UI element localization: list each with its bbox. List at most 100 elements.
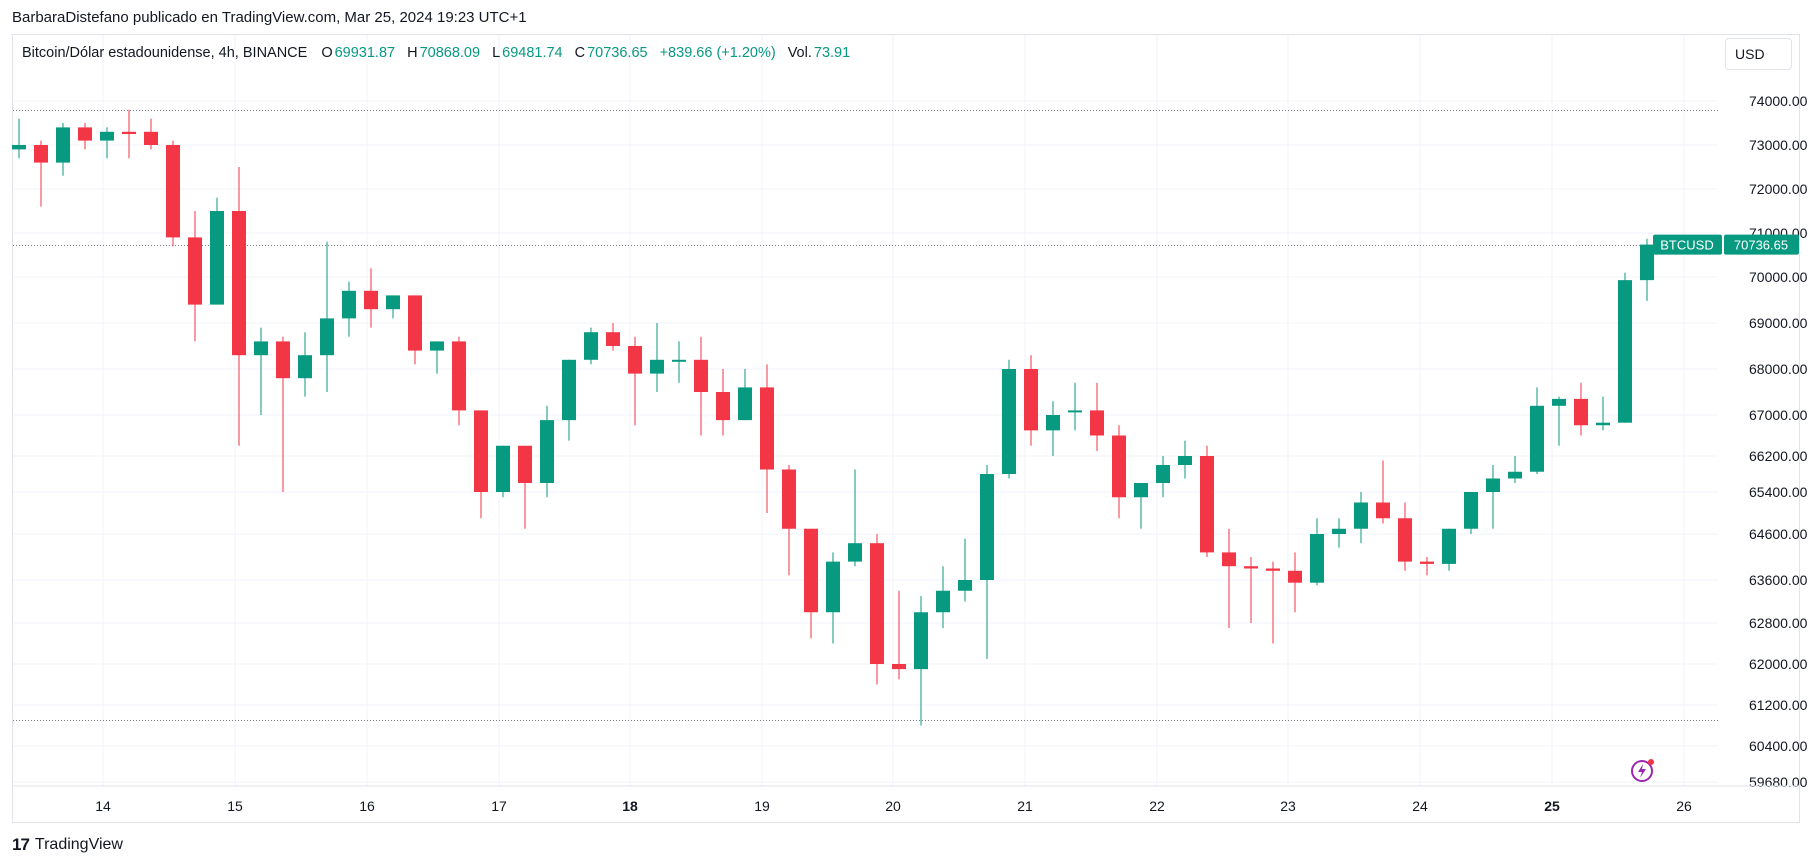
- candle[interactable]: [958, 538, 972, 602]
- candle[interactable]: [826, 552, 840, 644]
- candle-body: [1354, 502, 1368, 529]
- candle[interactable]: [232, 167, 246, 446]
- candle[interactable]: [144, 118, 158, 150]
- candle[interactable]: [254, 327, 268, 415]
- candle[interactable]: [1420, 557, 1434, 576]
- candle[interactable]: [1376, 460, 1390, 524]
- footer-branding[interactable]: 17 TradingView: [12, 835, 123, 855]
- candle-body: [100, 131, 114, 141]
- candle[interactable]: [276, 336, 290, 492]
- candle[interactable]: [716, 369, 730, 436]
- candle[interactable]: [56, 123, 70, 176]
- open-label: O: [321, 45, 333, 61]
- candle[interactable]: [1200, 445, 1214, 557]
- candle[interactable]: [166, 140, 180, 247]
- candle[interactable]: [914, 596, 928, 726]
- candle-body: [496, 445, 510, 492]
- candle[interactable]: [760, 364, 774, 513]
- candle-body: [1486, 478, 1500, 492]
- candle[interactable]: [1640, 238, 1654, 301]
- candle[interactable]: [1222, 528, 1236, 629]
- last-price-tag: BTCUSD 70736.65: [1653, 234, 1799, 255]
- candle[interactable]: [1596, 396, 1610, 431]
- candle[interactable]: [584, 327, 598, 365]
- candle[interactable]: [936, 566, 950, 629]
- candle[interactable]: [1288, 552, 1302, 613]
- candle-body: [166, 145, 180, 238]
- candle[interactable]: [694, 336, 708, 436]
- candle[interactable]: [1112, 425, 1126, 519]
- candle[interactable]: [540, 405, 554, 498]
- candle[interactable]: [1508, 456, 1522, 483]
- candle[interactable]: [100, 127, 114, 159]
- candle[interactable]: [298, 332, 312, 397]
- candle[interactable]: [1090, 382, 1104, 451]
- candle-body: [716, 392, 730, 421]
- candle-body: [386, 295, 400, 310]
- candle[interactable]: [738, 369, 752, 421]
- candle[interactable]: [34, 140, 48, 207]
- candle[interactable]: [386, 295, 400, 319]
- candle[interactable]: [1156, 456, 1170, 498]
- candle[interactable]: [1178, 440, 1192, 479]
- candle[interactable]: [672, 341, 686, 383]
- candle[interactable]: [1618, 272, 1632, 423]
- candle[interactable]: [122, 109, 136, 159]
- candle[interactable]: [1024, 355, 1038, 446]
- candle[interactable]: [1134, 483, 1148, 529]
- candle-body: [430, 341, 444, 351]
- candle[interactable]: [1046, 401, 1060, 456]
- candle[interactable]: [320, 241, 334, 392]
- time-tick-label: 20: [885, 798, 901, 814]
- candle[interactable]: [804, 528, 818, 639]
- candle[interactable]: [430, 341, 444, 374]
- candle[interactable]: [1310, 518, 1324, 586]
- candle-body: [1618, 280, 1632, 423]
- candle[interactable]: [1266, 561, 1280, 644]
- candle-body: [958, 580, 972, 591]
- candle[interactable]: [408, 295, 422, 365]
- candle[interactable]: [1530, 387, 1544, 474]
- candle[interactable]: [188, 211, 202, 342]
- candle[interactable]: [1354, 492, 1368, 544]
- reference-lines: [13, 110, 1718, 721]
- candle[interactable]: [848, 469, 862, 567]
- lightning-bolt-icon[interactable]: [1630, 757, 1656, 783]
- candle[interactable]: [364, 268, 378, 328]
- candle-body: [474, 410, 488, 492]
- candle[interactable]: [892, 590, 906, 680]
- candle[interactable]: [1398, 502, 1412, 571]
- candle[interactable]: [1486, 465, 1500, 529]
- candle[interactable]: [782, 465, 796, 576]
- candle[interactable]: [1552, 396, 1566, 446]
- candle[interactable]: [1464, 492, 1478, 534]
- change-value: +839.66 (+1.20%): [659, 45, 776, 61]
- candle[interactable]: [1002, 359, 1016, 479]
- candle[interactable]: [1574, 382, 1588, 436]
- candle[interactable]: [342, 281, 356, 337]
- candle[interactable]: [562, 359, 576, 441]
- candle[interactable]: [12, 118, 26, 159]
- candle[interactable]: [1332, 518, 1346, 548]
- candle[interactable]: [496, 445, 510, 498]
- candle[interactable]: [1068, 382, 1082, 431]
- candle[interactable]: [980, 465, 994, 659]
- currency-button[interactable]: USD: [1725, 38, 1792, 70]
- candle[interactable]: [870, 534, 884, 685]
- candle[interactable]: [650, 323, 664, 392]
- candle[interactable]: [628, 336, 642, 426]
- candle[interactable]: [606, 323, 620, 351]
- candle[interactable]: [210, 197, 224, 305]
- candle[interactable]: [78, 123, 92, 150]
- candle[interactable]: [1442, 528, 1456, 571]
- tradingview-logo-icon: 17: [12, 835, 30, 854]
- time-tick-label: 22: [1149, 798, 1165, 814]
- symbol-title: Bitcoin/Dólar estadounidense, 4h, BINANC…: [22, 45, 308, 61]
- candle[interactable]: [518, 445, 532, 529]
- candle[interactable]: [474, 410, 488, 519]
- high-value: 70868.09: [419, 45, 481, 61]
- candle[interactable]: [1244, 557, 1258, 623]
- candle[interactable]: [452, 336, 466, 426]
- time-tick-label: 19: [754, 798, 770, 814]
